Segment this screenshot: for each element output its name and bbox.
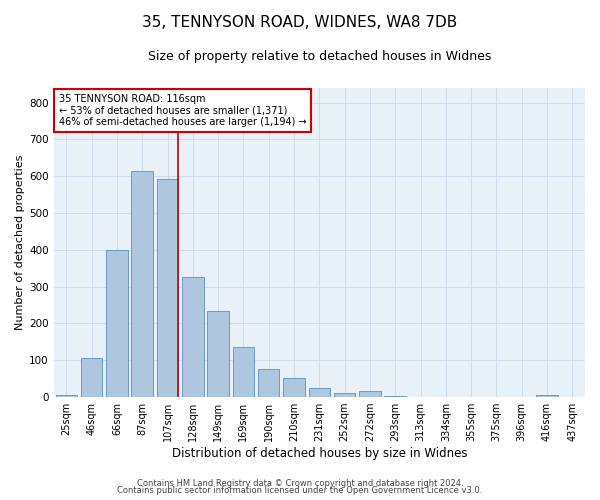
Bar xyxy=(131,172,153,397)
Bar xyxy=(233,348,254,397)
Text: Contains public sector information licensed under the Open Government Licence v3: Contains public sector information licen… xyxy=(118,486,482,495)
Text: 35 TENNYSON ROAD: 116sqm
← 53% of detached houses are smaller (1,371)
46% of sem: 35 TENNYSON ROAD: 116sqm ← 53% of detach… xyxy=(59,94,307,127)
Text: Contains HM Land Registry data © Crown copyright and database right 2024.: Contains HM Land Registry data © Crown c… xyxy=(137,478,463,488)
Bar xyxy=(258,368,280,397)
Y-axis label: Number of detached properties: Number of detached properties xyxy=(15,154,25,330)
Bar xyxy=(334,392,355,397)
Title: Size of property relative to detached houses in Widnes: Size of property relative to detached ho… xyxy=(148,50,491,63)
Text: 35, TENNYSON ROAD, WIDNES, WA8 7DB: 35, TENNYSON ROAD, WIDNES, WA8 7DB xyxy=(142,15,458,30)
X-axis label: Distribution of detached houses by size in Widnes: Distribution of detached houses by size … xyxy=(172,447,467,460)
Bar xyxy=(208,310,229,397)
Bar xyxy=(106,250,128,397)
Bar xyxy=(56,394,77,397)
Bar xyxy=(81,358,103,397)
Bar xyxy=(283,378,305,397)
Bar xyxy=(308,388,330,397)
Bar xyxy=(359,391,380,397)
Bar xyxy=(385,396,406,397)
Bar xyxy=(536,394,558,397)
Bar xyxy=(182,276,203,397)
Bar xyxy=(157,179,178,397)
